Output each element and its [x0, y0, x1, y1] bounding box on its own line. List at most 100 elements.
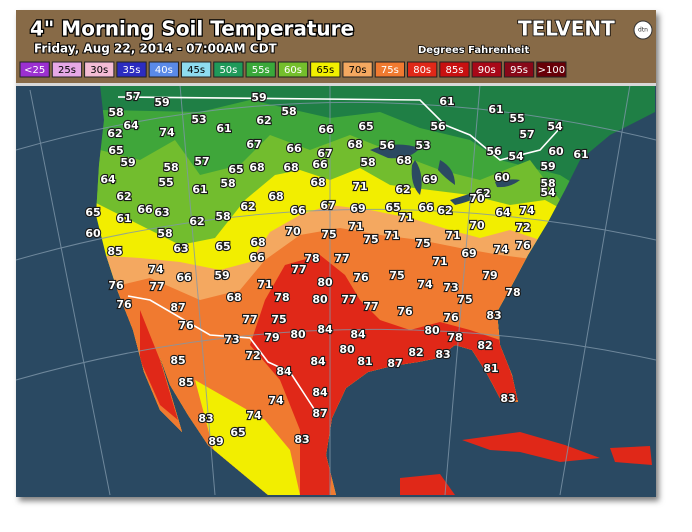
- station-temperature: 69: [422, 173, 437, 186]
- station-temperature: 74: [417, 278, 433, 291]
- station-temperature: 68: [283, 161, 298, 174]
- station-temperature: 87: [170, 301, 185, 314]
- station-temperature: 62: [256, 114, 271, 127]
- border-canada: [117, 96, 561, 161]
- subtitle: Friday, Aug 22, 2014 - 07:00AM CDT: [34, 42, 278, 56]
- station-temperature: 68: [268, 190, 283, 203]
- logo-badge-circle: [633, 20, 653, 40]
- meridian: [29, 89, 111, 496]
- station-temperature: 74: [519, 204, 535, 217]
- station-temperature: 66: [312, 158, 328, 171]
- station-temperature: 73: [224, 333, 239, 346]
- station-temperature: 67: [246, 138, 261, 151]
- units-label: Degrees Fahrenheit: [418, 45, 529, 56]
- station-temperature: 69: [350, 202, 365, 215]
- station-temperature: 53: [415, 139, 430, 152]
- station-temperature: 64: [495, 206, 511, 219]
- station-temperature: 71: [352, 180, 367, 193]
- legend-swatch: [84, 61, 115, 78]
- station-temperature: 70: [469, 192, 485, 205]
- station-temperature: 80: [317, 276, 333, 289]
- parallel: [15, 208, 657, 261]
- station-temperature: 65: [228, 163, 243, 176]
- station-temperature: 77: [242, 313, 257, 326]
- station-temperature: 84: [317, 323, 333, 336]
- station-temperature: 75: [271, 313, 286, 326]
- station-temperature: 60: [494, 171, 510, 184]
- meridian: [179, 84, 216, 496]
- station-temperature: 74: [148, 263, 164, 276]
- station-temperature: 54: [508, 150, 524, 163]
- station-temperature: 77: [334, 252, 349, 265]
- station-temperature: 61: [439, 95, 454, 108]
- legend-label: 25s: [58, 65, 76, 76]
- station-temperature: 56: [486, 145, 502, 158]
- legend-label: 70s: [349, 65, 367, 76]
- station-temperature: 68: [226, 291, 241, 304]
- parallel: [15, 328, 657, 381]
- station-temperature: 62: [240, 200, 255, 213]
- station-temperature: 83: [486, 309, 501, 322]
- station-temperature: 61: [573, 148, 588, 161]
- yucatan: [400, 474, 455, 495]
- station-temperature: 68: [347, 138, 362, 151]
- legend-label: 90s: [478, 65, 496, 76]
- station-temperature: 66: [176, 271, 192, 284]
- legend-swatch: [213, 61, 244, 78]
- station-temperature: 84: [310, 355, 326, 368]
- legend-swatch: [310, 61, 341, 78]
- legend-swatch: [407, 61, 438, 78]
- legend-swatch: [277, 61, 309, 78]
- station-temperature: 76: [116, 298, 132, 311]
- station-temperature: 62: [107, 127, 122, 140]
- station-temperature: 58: [540, 177, 555, 190]
- station-temperature: 75: [363, 233, 378, 246]
- legend-label: 35s: [123, 65, 141, 76]
- legend: <25 25s 30s 35s 40s 45s 50s 55s 60s 65s 70s 75s 80s 8…: [19, 61, 567, 78]
- logo: TELVENT: [518, 17, 615, 41]
- station-temperature: 70: [469, 219, 485, 232]
- graticule: [15, 84, 657, 496]
- legend-swatch: [19, 61, 50, 78]
- legend-swatch: [51, 61, 83, 78]
- legend-label: 75s: [381, 65, 399, 76]
- legend-swatch: [148, 61, 179, 78]
- station-temperature: 71: [445, 229, 460, 242]
- legend-label: 60s: [284, 65, 302, 76]
- station-temperature: 87: [312, 407, 327, 420]
- station-temperature: 79: [264, 331, 279, 344]
- station-temperature: 67: [320, 199, 335, 212]
- station-temperature: 66: [290, 204, 306, 217]
- legend-label: 80s: [413, 65, 431, 76]
- station-temperature: 65: [385, 201, 400, 214]
- station-temperature: 82: [408, 346, 423, 359]
- station-temperature: 63: [154, 206, 169, 219]
- header-rule: [16, 83, 656, 86]
- legend-label: 85s: [446, 65, 464, 76]
- logo-badge: dtn: [638, 27, 648, 34]
- station-temperature: 84: [350, 328, 366, 341]
- legend-label: 40s: [155, 65, 173, 76]
- station-temperature: 66: [249, 251, 265, 264]
- station-temperature: 83: [198, 412, 213, 425]
- station-temperature: 58: [220, 177, 235, 190]
- lake-superior: [370, 144, 420, 159]
- station-temperature: 63: [173, 242, 188, 255]
- station-temperature: 79: [482, 269, 497, 282]
- legend-label: 65s: [316, 65, 334, 76]
- station-temperature: 68: [250, 236, 265, 249]
- station-temperature: 78: [505, 286, 520, 299]
- station-temperature: 65: [108, 144, 123, 157]
- station-temperature: 71: [384, 229, 399, 242]
- station-temperature: 84: [276, 365, 292, 378]
- legend-label: >100: [538, 65, 565, 76]
- lake-ontario: [495, 179, 520, 188]
- station-temperature: 73: [443, 281, 458, 294]
- station-temperature: 80: [424, 324, 440, 337]
- station-temperature: 76: [353, 271, 369, 284]
- station-temperature: 70: [285, 225, 301, 238]
- station-temperature: 58: [108, 106, 123, 119]
- station-temperature: 64: [123, 119, 139, 132]
